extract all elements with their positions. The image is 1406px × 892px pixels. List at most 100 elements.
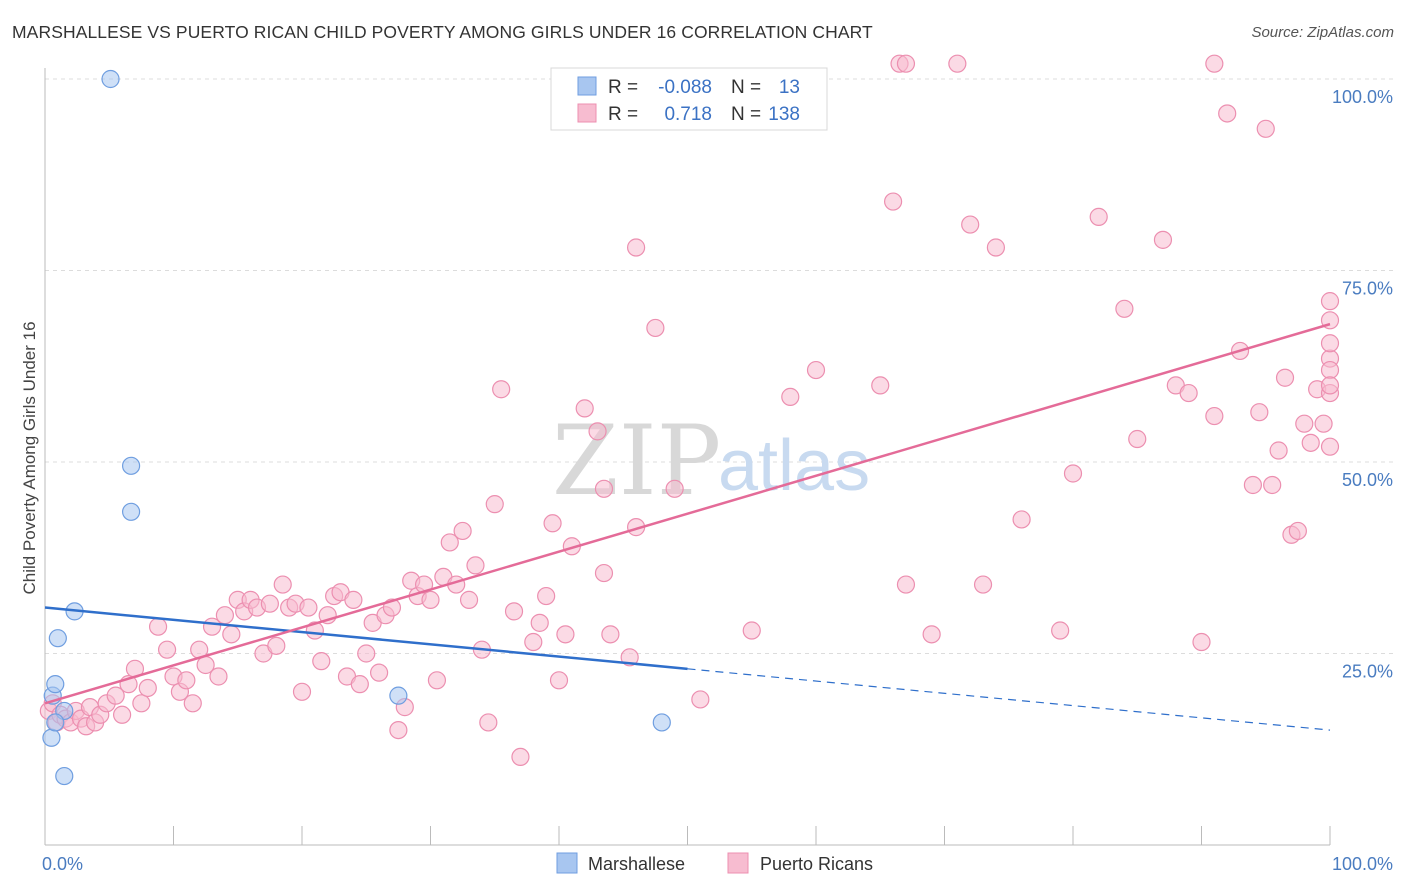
marshallese-point-5 [42,728,61,747]
puerto-rican-point-60 [414,575,434,594]
marshallese-point-8 [55,766,74,786]
puerto-rican-point-124 [1295,414,1314,433]
puerto-rican-point-14 [112,705,132,724]
puerto-rican-point-86 [601,625,620,644]
legend-n-label-2: N = [731,104,761,125]
marshallese-point-12 [652,713,671,732]
puerto-rican-point-107 [1115,299,1134,318]
bottom-legend-swatch-marshallese [556,852,578,874]
marshallese-point-6 [48,629,67,648]
watermark: ZIP atlas [552,405,870,517]
marshallese-point-2 [121,502,141,521]
puerto-rican-point-18 [138,678,157,698]
trend-lines [44,322,1331,731]
puerto-rican-point-41 [292,682,312,701]
puerto-rican-point-90 [646,318,665,338]
puerto-rican-point-109 [1153,230,1173,249]
puerto-rican-point-80 [556,625,575,644]
puerto-rican-point-74 [511,747,530,767]
x-tick-labels: 0.0% 100.0% [42,854,1393,874]
bottom-legend-swatch-puerto-rican [727,852,749,874]
puerto-rican-point-120 [1269,441,1288,460]
puerto-rican-point-101 [973,575,993,594]
puerto-rican-point-56 [389,720,408,740]
marshallese-point-9 [389,686,408,705]
marshallese-points [42,69,671,786]
puerto-rican-point-119 [1263,475,1282,495]
puerto-rican-point-53 [370,663,389,682]
puerto-rican-point-135 [1320,292,1340,311]
puerto-rican-point-70 [479,713,498,732]
puerto-rican-point-92 [691,690,710,709]
puerto-rican-point-96 [871,376,890,395]
puerto-rican-point-66 [453,521,472,541]
puerto-rican-point-106 [1089,207,1108,226]
puerto-rican-point-103 [1012,510,1031,529]
puerto-rican-point-123 [1288,521,1307,541]
puerto-rican-point-132 [1320,360,1340,380]
puerto-rican-point-108 [1128,429,1147,449]
puerto-rican-trend-line [44,322,1331,705]
puerto-rican-point-78 [543,514,562,533]
chart-source: Source: ZipAtlas.com [1251,24,1394,41]
x-tick-label-1: 100.0% [1332,854,1393,874]
y-tick-label-0: 25.0% [1342,662,1393,682]
puerto-rican-point-100 [961,215,980,234]
puerto-rican-point-23 [177,671,196,690]
puerto-rican-point-67 [459,590,479,609]
puerto-rican-point-42 [299,598,318,617]
legend-r-label-1: R = [608,77,638,98]
puerto-rican-point-68 [466,556,485,575]
puerto-rican-point-84 [594,479,614,498]
puerto-rican-point-79 [549,671,569,690]
puerto-rican-point-113 [1205,406,1224,426]
puerto-rican-point-91 [665,479,684,498]
puerto-rican-point-127 [1314,414,1333,433]
puerto-rican-point-64 [440,533,459,552]
puerto-rican-point-13 [106,686,125,705]
puerto-rican-point-139 [1205,54,1224,73]
marshallese-point-4 [46,675,65,694]
puerto-rican-point-85 [594,563,614,583]
puerto-rican-point-87 [620,648,639,667]
legend-n-value-1: 13 [779,77,800,98]
puerto-rican-point-125 [1301,433,1320,452]
legend-r-value-1: -0.088 [658,77,712,98]
legend-r-label-2: R = [608,104,638,125]
puerto-rican-point-114 [1218,104,1237,123]
puerto-rican-point-104 [1051,621,1070,640]
marshallese-point-0 [101,69,120,89]
puerto-rican-point-19 [148,617,168,636]
x-tick-label-0: 0.0% [42,854,83,874]
puerto-rican-point-88 [626,238,646,257]
puerto-rican-point-105 [1063,464,1083,483]
puerto-rican-point-118 [1256,119,1275,138]
puerto-rican-point-83 [588,422,607,441]
puerto-rican-point-97 [883,192,903,211]
puerto-rican-point-36 [260,594,279,613]
y-tick-label-3: 100.0% [1332,87,1393,107]
puerto-rican-point-50 [350,675,369,694]
puerto-rican-point-112 [1192,632,1211,652]
puerto-rican-point-51 [357,644,376,663]
legend-swatch-marshallese [577,76,597,96]
gridlines [45,78,1395,654]
puerto-rican-points [39,54,1340,767]
puerto-rican-point-29 [215,606,234,625]
marshallese-trend-line-extension [687,668,1331,731]
legend-n-value-2: 138 [768,104,800,125]
puerto-rican-point-94 [781,387,800,406]
puerto-rican-point-37 [267,636,286,655]
bottom-legend: Marshallese Puerto Ricans [556,852,873,874]
puerto-rican-point-98 [896,575,916,594]
puerto-rican-point-99 [922,625,941,644]
y-tick-labels: 25.0% 50.0% 75.0% 100.0% [1332,87,1393,682]
legend-box [550,67,828,131]
puerto-rican-point-77 [537,586,556,606]
legend: R = -0.088 N = 13 R = 0.718 N = 138 [550,67,828,131]
marshallese-point-11 [46,713,65,732]
bottom-legend-label-marshallese: Marshallese [588,854,685,874]
bottom-legend-label-puerto-rican: Puerto Ricans [760,854,873,874]
legend-n-label-1: N = [731,77,761,98]
y-tick-label-2: 75.0% [1342,279,1393,299]
